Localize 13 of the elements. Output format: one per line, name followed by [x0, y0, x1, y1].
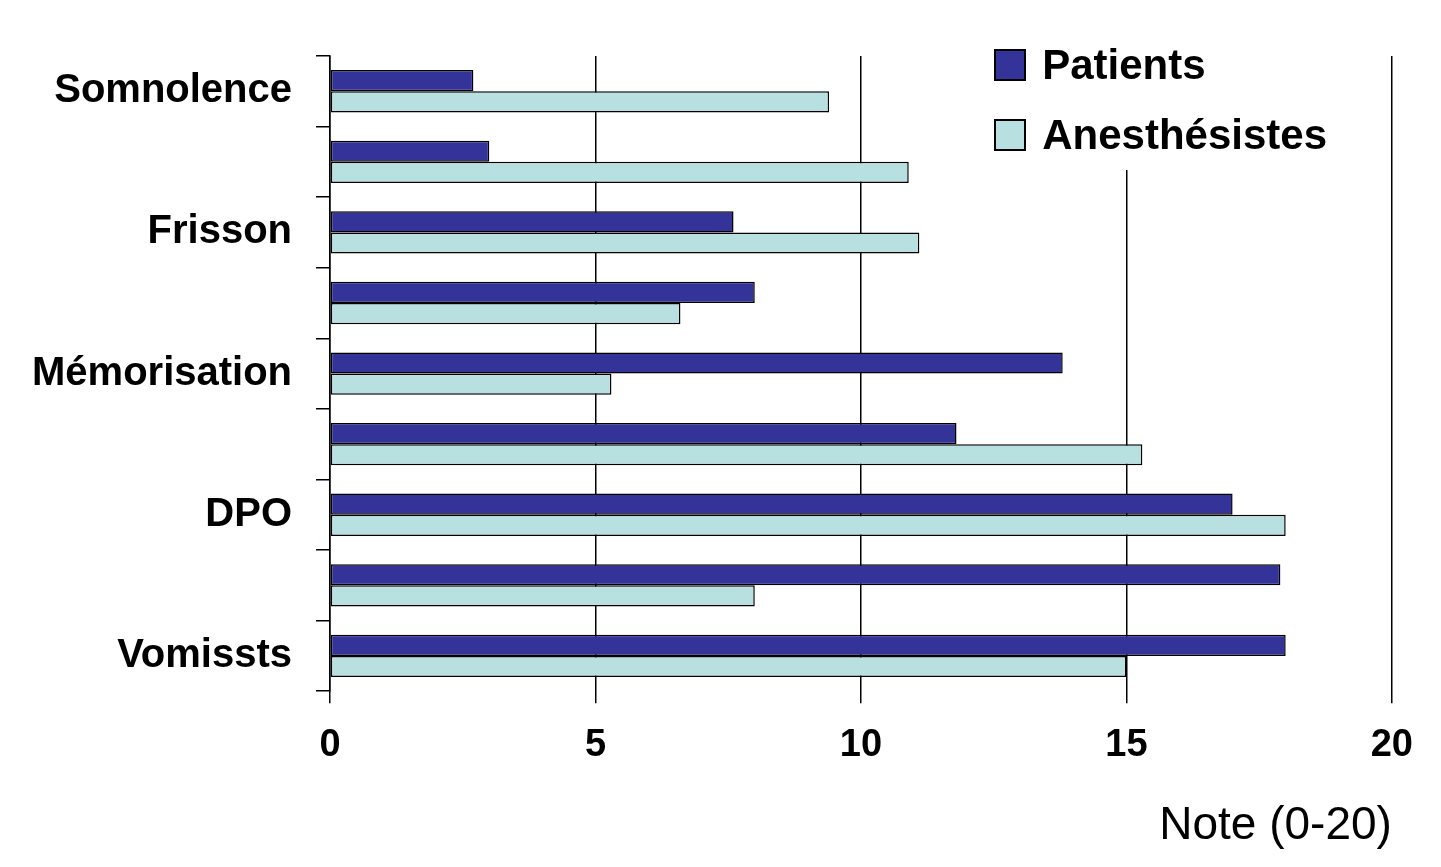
y-tick-label: Somnolence: [54, 66, 293, 111]
y-tick-label: DPO: [205, 489, 293, 534]
x-axis-title: Note (0-20): [1159, 797, 1392, 850]
y-tick-label: Vomissts: [117, 630, 293, 675]
legend-label: Anesthésistes: [1042, 111, 1327, 159]
x-tick-label: 5: [584, 722, 607, 765]
legend-label: Patients: [1042, 41, 1206, 89]
y-tick-label: Mémorisation: [31, 348, 293, 393]
x-tick-label: 0: [319, 722, 341, 765]
x-tick-label: 20: [1370, 722, 1414, 765]
x-tick-label: 10: [839, 722, 883, 765]
y-tick-label: Frisson: [147, 207, 293, 252]
x-tick-label: 15: [1105, 722, 1148, 765]
